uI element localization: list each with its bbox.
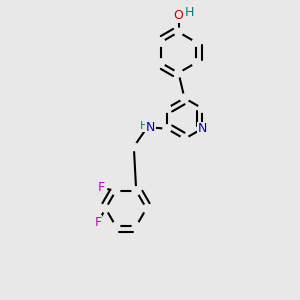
Circle shape (157, 38, 165, 46)
Circle shape (157, 59, 165, 67)
Circle shape (198, 125, 206, 133)
Text: O: O (174, 9, 183, 22)
Circle shape (181, 94, 188, 102)
Circle shape (181, 135, 188, 143)
Circle shape (96, 182, 107, 193)
Circle shape (163, 125, 171, 133)
Circle shape (175, 28, 182, 36)
Circle shape (130, 143, 138, 151)
Circle shape (93, 217, 104, 227)
Text: F: F (94, 215, 102, 229)
Circle shape (112, 222, 120, 230)
Text: H: H (140, 121, 148, 131)
Circle shape (142, 122, 152, 132)
Circle shape (142, 205, 150, 212)
Circle shape (192, 59, 200, 67)
Text: N: N (146, 121, 155, 134)
Circle shape (142, 122, 152, 132)
Circle shape (175, 69, 182, 77)
Circle shape (175, 69, 182, 77)
Circle shape (132, 187, 140, 195)
Circle shape (132, 222, 140, 230)
Circle shape (192, 38, 200, 46)
Circle shape (112, 187, 120, 195)
Text: F: F (98, 181, 105, 194)
Circle shape (174, 11, 183, 20)
Text: H: H (184, 6, 194, 19)
Circle shape (198, 104, 206, 112)
Circle shape (163, 104, 171, 112)
Text: N: N (197, 122, 207, 135)
Circle shape (181, 94, 188, 102)
Circle shape (132, 187, 140, 195)
Circle shape (102, 205, 110, 212)
